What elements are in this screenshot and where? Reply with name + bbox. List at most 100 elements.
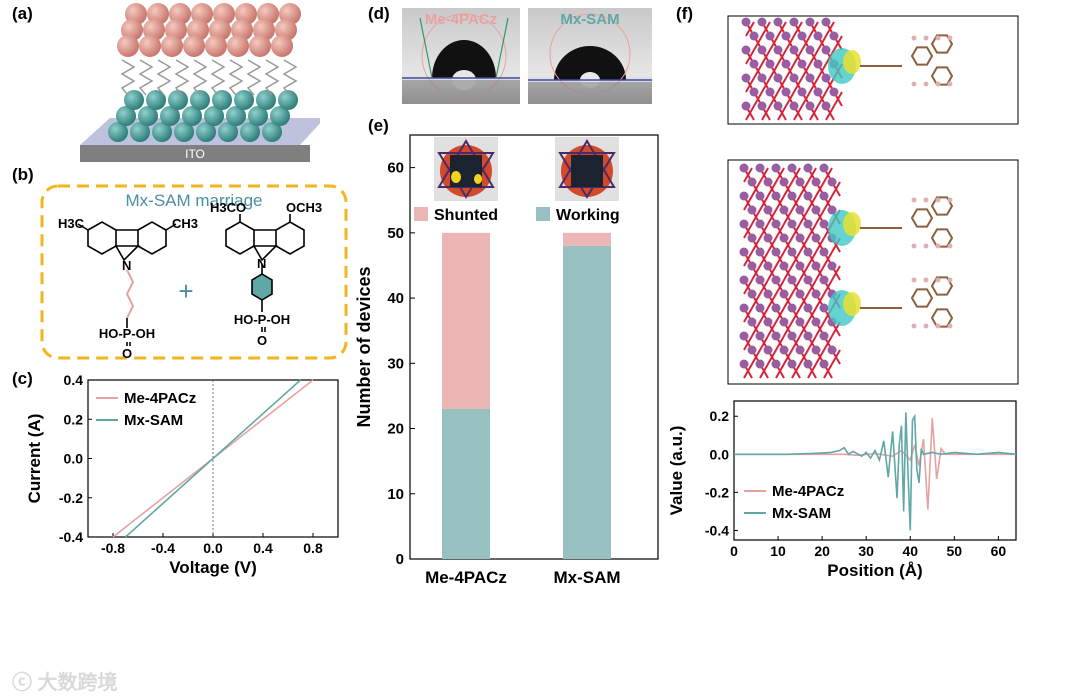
panel-label-a: (a) [12, 4, 33, 23]
bond [775, 251, 785, 267]
metal-atom [803, 275, 813, 285]
bond [823, 335, 833, 351]
metal-atom [787, 275, 797, 285]
metal-atom [811, 205, 821, 215]
bond [807, 195, 817, 211]
metal-atom [819, 303, 829, 313]
metal-atom [803, 219, 813, 229]
mol1-methyl-left: H3C [58, 216, 85, 231]
perovskite-atom [117, 35, 139, 57]
metal-atom [747, 205, 757, 215]
y-axis-title: Current (A) [25, 414, 44, 504]
mol2-oxo: O [257, 333, 267, 348]
metal-atom [773, 101, 783, 111]
metal-atom [779, 233, 789, 243]
metal-atom [739, 275, 749, 285]
bond [751, 293, 761, 309]
ito-atom [262, 122, 282, 142]
category-label: Mx-SAM [553, 568, 620, 587]
metal-atom [813, 87, 823, 97]
perovskite-atom [205, 35, 227, 57]
bond [809, 77, 819, 93]
bond [759, 279, 769, 295]
metal-atom [811, 233, 821, 243]
panel-label-d: (d) [368, 4, 390, 23]
metal-atom [811, 261, 821, 271]
bond [775, 363, 785, 379]
bond [815, 209, 825, 225]
bond [799, 293, 809, 309]
metal-atom [829, 31, 839, 41]
h-atom [911, 243, 917, 249]
bond [767, 209, 777, 225]
bond [775, 335, 785, 351]
h-atom [923, 277, 929, 283]
metal-atom [821, 17, 831, 27]
metal-atom [819, 163, 829, 173]
aromatic-ring [910, 208, 934, 228]
ito-atom [234, 90, 254, 110]
contact-angle-label-left: Me-4PACz [425, 11, 497, 28]
h-atom [935, 197, 941, 203]
metal-atom [757, 17, 767, 27]
metal-atom [781, 59, 791, 69]
metal-atom [755, 359, 765, 369]
metal-atom [771, 359, 781, 369]
ito-atom [108, 122, 128, 142]
aromatic-ring [930, 66, 954, 86]
bond [753, 63, 763, 79]
x-tick-label: 0.8 [303, 540, 323, 556]
legend-label: Me-4PACz [772, 483, 844, 500]
bond [775, 167, 785, 183]
h-atom [923, 81, 929, 87]
bond [767, 237, 777, 253]
mol1-nitrogen: N [122, 258, 131, 273]
bond [751, 349, 761, 365]
bond [809, 49, 819, 65]
bond [761, 21, 771, 37]
bar-working [563, 245, 611, 559]
x-axis-title: Voltage (V) [169, 558, 257, 577]
sam-chains [120, 59, 298, 96]
iv-curve-chart: -0.8 -0.4 0.0 0.4 0.8 0.4 0.2 0.0 -0.2 -0.4 Voltag… [25, 372, 339, 577]
me-4pacz-structure-box [727, 15, 1019, 125]
metal-atom [819, 359, 829, 369]
metal-atom [739, 191, 749, 201]
aromatic-ring [930, 308, 954, 328]
x-tick-label: -0.4 [151, 540, 175, 556]
ito-atom [174, 122, 194, 142]
bond [791, 251, 801, 267]
x-tick-label: 10 [770, 543, 786, 559]
h-atom [947, 197, 953, 203]
alkyl-chain [120, 59, 136, 96]
bond [767, 321, 777, 337]
x-tick-label: 20 [814, 543, 830, 559]
ito-atom [138, 106, 158, 126]
ito-atom [130, 122, 150, 142]
h-atom [947, 81, 953, 87]
bond [743, 195, 753, 211]
aromatic-ring [930, 34, 954, 54]
bond [831, 349, 841, 365]
metal-atom [763, 261, 773, 271]
metal-atom [811, 177, 821, 187]
bond [801, 91, 811, 107]
bond [753, 35, 763, 51]
mol1-oxo: O [122, 346, 132, 361]
y-tick-label: 40 [387, 290, 404, 307]
bond [793, 21, 803, 37]
h-atom [923, 323, 929, 329]
metal-atom [797, 59, 807, 69]
bond [783, 293, 793, 309]
metal-atom [763, 177, 773, 187]
y-tick-label: 60 [387, 160, 404, 177]
bond [783, 349, 793, 365]
bond [775, 307, 785, 323]
metal-atom [749, 59, 759, 69]
h-atom [947, 35, 953, 41]
y-axis-title: Value (a.u.) [667, 426, 686, 516]
metal-atom [747, 289, 757, 299]
alkyl-chain [246, 59, 262, 96]
h-atom [947, 323, 953, 329]
ito-atom [190, 90, 210, 110]
